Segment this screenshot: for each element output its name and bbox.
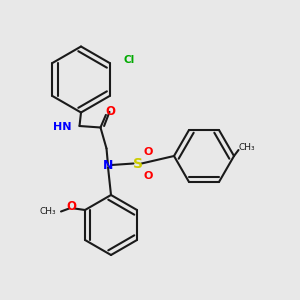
Text: O: O [105, 105, 116, 118]
Text: Cl: Cl [123, 55, 134, 65]
Text: HN: HN [53, 122, 72, 132]
Text: O: O [144, 146, 153, 157]
Text: O: O [67, 200, 76, 213]
Text: CH₃: CH₃ [40, 207, 56, 216]
Text: S: S [133, 157, 143, 170]
Text: N: N [103, 158, 113, 172]
Text: CH₃: CH₃ [238, 142, 255, 152]
Text: O: O [144, 170, 153, 181]
